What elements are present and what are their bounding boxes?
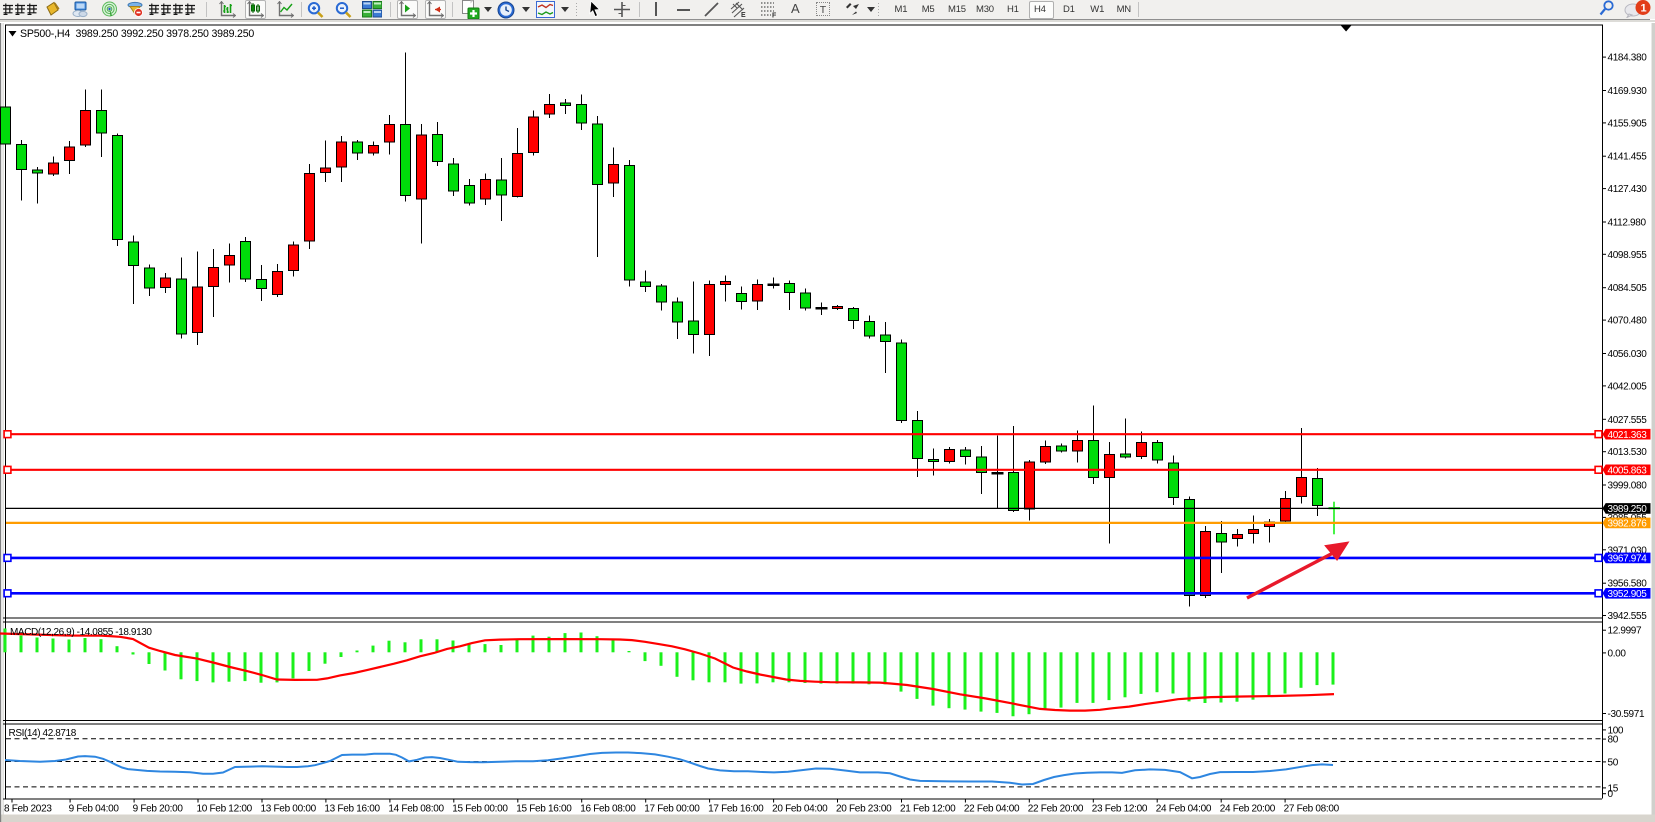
svg-text:3971.030: 3971.030 bbox=[1608, 545, 1648, 556]
svg-text:23 Feb 12:00: 23 Feb 12:00 bbox=[1092, 803, 1148, 814]
svg-text:10 Feb 12:00: 10 Feb 12:00 bbox=[197, 803, 253, 814]
svg-text:4027.555: 4027.555 bbox=[1608, 414, 1648, 425]
svg-text:4056.030: 4056.030 bbox=[1608, 349, 1648, 360]
svg-text:-30.5971: -30.5971 bbox=[1608, 709, 1645, 720]
svg-text:4127.430: 4127.430 bbox=[1608, 184, 1648, 195]
svg-text:13 Feb 00:00: 13 Feb 00:00 bbox=[261, 803, 317, 814]
svg-text:50: 50 bbox=[1608, 757, 1619, 768]
svg-text:4070.480: 4070.480 bbox=[1608, 315, 1648, 326]
svg-text:8 Feb 2023: 8 Feb 2023 bbox=[4, 803, 52, 814]
svg-text:21 Feb 12:00: 21 Feb 12:00 bbox=[900, 803, 956, 814]
svg-text:4112.980: 4112.980 bbox=[1608, 217, 1647, 228]
svg-text:4169.930: 4169.930 bbox=[1608, 86, 1648, 97]
svg-text:F: F bbox=[772, 13, 777, 19]
svg-text:17 Feb 00:00: 17 Feb 00:00 bbox=[644, 803, 700, 814]
svg-text:4013.530: 4013.530 bbox=[1608, 447, 1648, 458]
svg-text:RSI(14) 42.8718: RSI(14) 42.8718 bbox=[9, 728, 77, 739]
svg-text:80: 80 bbox=[1608, 734, 1619, 745]
svg-text:9 Feb 04:00: 9 Feb 04:00 bbox=[69, 803, 120, 814]
svg-text:15: 15 bbox=[1608, 783, 1619, 794]
svg-text:3967.974: 3967.974 bbox=[1608, 553, 1648, 564]
svg-text:0: 0 bbox=[1608, 789, 1614, 800]
svg-text:4141.455: 4141.455 bbox=[1608, 151, 1648, 162]
svg-text:13 Feb 16:00: 13 Feb 16:00 bbox=[324, 803, 380, 814]
svg-text:4005.863: 4005.863 bbox=[1608, 465, 1648, 476]
svg-text:3999.080: 3999.080 bbox=[1608, 480, 1648, 491]
svg-text:1: 1 bbox=[1641, 3, 1647, 15]
svg-text:E: E bbox=[741, 12, 746, 18]
svg-text:24 Feb 04:00: 24 Feb 04:00 bbox=[1156, 803, 1212, 814]
svg-text:9 Feb 20:00: 9 Feb 20:00 bbox=[133, 803, 184, 814]
svg-text:100: 100 bbox=[1608, 725, 1624, 736]
svg-text:22 Feb 20:00: 22 Feb 20:00 bbox=[1028, 803, 1084, 814]
svg-text:4084.505: 4084.505 bbox=[1608, 283, 1648, 294]
svg-text:17 Feb 16:00: 17 Feb 16:00 bbox=[708, 803, 764, 814]
svg-text:4042.005: 4042.005 bbox=[1608, 381, 1648, 392]
svg-text:MACD(12,26,9) -14.0855 -18.913: MACD(12,26,9) -14.0855 -18.9130 bbox=[10, 627, 152, 638]
svg-text:0.00: 0.00 bbox=[1608, 648, 1627, 659]
svg-text:4155.905: 4155.905 bbox=[1608, 118, 1648, 129]
svg-text:3989.250: 3989.250 bbox=[1608, 504, 1648, 515]
svg-text:15 Feb 16:00: 15 Feb 16:00 bbox=[516, 803, 572, 814]
svg-text:24 Feb 20:00: 24 Feb 20:00 bbox=[1220, 803, 1276, 814]
svg-text:27 Feb 08:00: 27 Feb 08:00 bbox=[1284, 803, 1340, 814]
svg-text:15 Feb 00:00: 15 Feb 00:00 bbox=[452, 803, 508, 814]
svg-text:12.9997: 12.9997 bbox=[1608, 625, 1642, 636]
svg-text:4021.363: 4021.363 bbox=[1608, 429, 1648, 440]
svg-text:SP500-,H4 3989.250 3992.250 3: SP500-,H4 3989.250 3992.250 3978.250 398… bbox=[20, 28, 254, 40]
svg-text:3942.555: 3942.555 bbox=[1608, 611, 1648, 622]
svg-text:14 Feb 08:00: 14 Feb 08:00 bbox=[388, 803, 444, 814]
svg-text:16 Feb 08:00: 16 Feb 08:00 bbox=[580, 803, 636, 814]
svg-text:20 Feb 23:00: 20 Feb 23:00 bbox=[836, 803, 892, 814]
svg-text:4184.380: 4184.380 bbox=[1608, 52, 1648, 63]
svg-text:4098.955: 4098.955 bbox=[1608, 249, 1648, 260]
svg-text:3982.876: 3982.876 bbox=[1608, 518, 1648, 529]
svg-text:22 Feb 04:00: 22 Feb 04:00 bbox=[964, 803, 1020, 814]
svg-text:3956.580: 3956.580 bbox=[1608, 578, 1648, 589]
svg-text:3952.905: 3952.905 bbox=[1608, 588, 1648, 599]
svg-text:20 Feb 04:00: 20 Feb 04:00 bbox=[772, 803, 828, 814]
